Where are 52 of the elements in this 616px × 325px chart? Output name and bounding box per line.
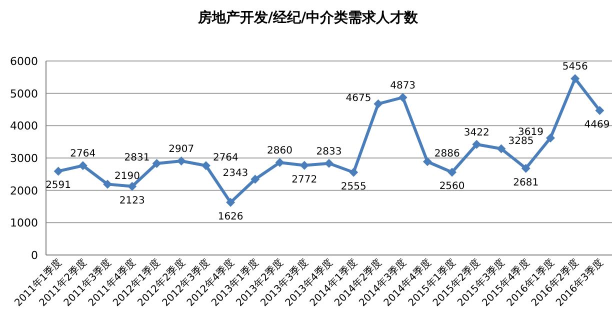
data-label: 5456	[562, 62, 588, 73]
data-label: 3619	[518, 126, 544, 138]
data-label: 2772	[292, 174, 318, 186]
point	[78, 161, 88, 170]
data-label: 2886	[434, 148, 460, 160]
data-label: 2831	[124, 152, 150, 164]
point	[595, 106, 604, 115]
point	[448, 168, 457, 177]
data-label: 2190	[114, 171, 140, 182]
point	[374, 99, 383, 108]
y-tick-label: 2000	[10, 184, 38, 198]
point	[176, 156, 186, 166]
data-label: 4675	[346, 92, 372, 104]
point	[324, 158, 334, 168]
point	[54, 166, 63, 176]
y-tick-label: 0	[31, 249, 38, 262]
y-tick-label: 3000	[10, 152, 38, 165]
data-label: 2833	[316, 146, 342, 158]
data-label: 2860	[267, 146, 293, 157]
data-label: 2591	[46, 180, 72, 192]
data-label: 2764	[70, 148, 96, 160]
data-label: 1626	[218, 211, 244, 222]
data-label: 4873	[390, 80, 416, 92]
y-tick-label: 5000	[10, 87, 38, 100]
point	[521, 164, 530, 173]
point	[275, 158, 284, 168]
data-label: 2555	[340, 181, 366, 192]
y-tick-label: 1000	[10, 216, 38, 230]
point	[546, 133, 555, 142]
data-label: 2681	[513, 177, 539, 188]
point	[250, 174, 260, 184]
point	[570, 74, 580, 84]
data-label: 3285	[508, 136, 534, 147]
data-label: 2123	[119, 195, 145, 206]
point	[201, 161, 210, 170]
point	[398, 92, 408, 102]
y-tick-label: 4000	[10, 120, 38, 133]
data-label: 3422	[464, 127, 490, 138]
data-label: 2343	[222, 168, 248, 180]
point	[349, 168, 358, 177]
point	[128, 182, 137, 191]
data-label: 2907	[168, 144, 194, 156]
data-label: 4469	[584, 120, 610, 130]
chart-title: 房地产开发/经纪/中介类需求人才数	[196, 9, 420, 26]
point	[422, 157, 432, 166]
point	[472, 140, 482, 149]
point	[496, 144, 506, 154]
point	[152, 158, 162, 168]
data-label: 2560	[439, 181, 465, 192]
point	[226, 198, 236, 207]
data-label: 2764	[212, 152, 238, 164]
y-tick-label: 6000	[10, 55, 38, 68]
